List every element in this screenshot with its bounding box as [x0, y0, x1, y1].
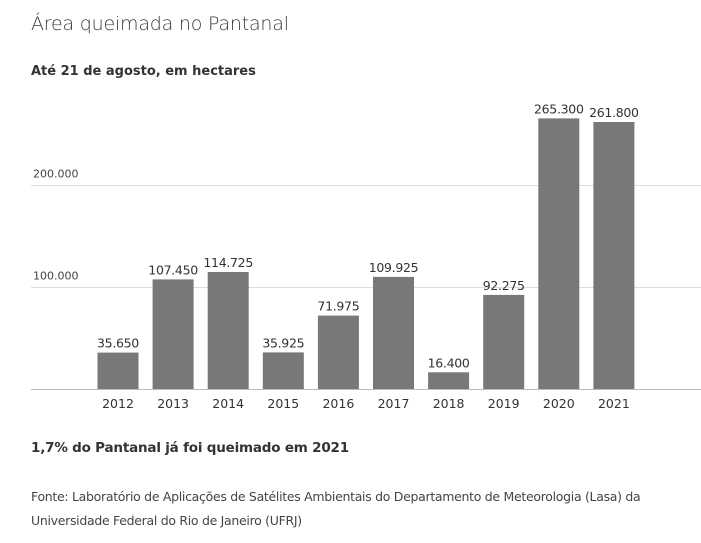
- bars: [97, 118, 635, 390]
- value-label: 114.725: [203, 255, 253, 270]
- x-tick-label: 2018: [433, 396, 465, 411]
- gridlines: [31, 185, 701, 288]
- x-axis-ticks: 2012 2013 2014 2015 2016 2017 2018 2019 2020 2021: [102, 396, 630, 411]
- bar-2012: [97, 352, 139, 389]
- value-label: 107.450: [148, 262, 198, 277]
- bar-2013: [152, 279, 194, 389]
- bar-2015: [262, 352, 304, 389]
- x-tick-label: 2014: [212, 396, 244, 411]
- value-label: 92.275: [483, 278, 525, 293]
- y-tick-label: 100.000: [33, 270, 79, 283]
- bar-2016: [317, 315, 359, 389]
- value-labels: 35.650 107.450 114.725 35.925 71.975 109.925 1…: [97, 101, 639, 370]
- x-tick-label: 2012: [102, 396, 134, 411]
- footnote-highlight: 1,7% do Pantanal já foi queimado em 2021: [31, 440, 349, 456]
- value-label: 35.650: [97, 336, 139, 351]
- x-tick-label: 2017: [378, 396, 410, 411]
- value-label: 265.300: [534, 101, 584, 116]
- bar-2018: [428, 372, 470, 389]
- x-tick-label: 2020: [543, 396, 575, 411]
- x-tick-label: 2021: [598, 396, 630, 411]
- x-tick-label: 2016: [322, 396, 354, 411]
- source-credit: Fonte: Laboratório de Aplicações de Saté…: [31, 489, 641, 528]
- value-label: 109.925: [369, 260, 419, 275]
- y-axis-ticks: 100.000 200.000: [33, 168, 79, 283]
- bar-2019: [483, 294, 525, 389]
- chart-subtitle: Até 21 de agosto, em hectares: [31, 64, 256, 79]
- chart-title: Área queimada no Pantanal: [31, 13, 289, 35]
- bar-chart: 100.000 200.000 35.650 107.450 114.725 35.92…: [31, 101, 701, 411]
- value-label: 71.975: [317, 299, 359, 314]
- y-tick-label: 200.000: [33, 168, 79, 181]
- bar-2020: [538, 118, 580, 390]
- x-tick-label: 2013: [157, 396, 189, 411]
- x-tick-label: 2019: [488, 396, 520, 411]
- bar-2021: [593, 122, 635, 389]
- bar-2017: [373, 276, 414, 389]
- value-label: 261.800: [589, 105, 639, 120]
- value-label: 16.400: [428, 355, 470, 370]
- value-label: 35.925: [262, 335, 304, 350]
- x-tick-label: 2015: [267, 396, 299, 411]
- bar-2014: [207, 272, 249, 389]
